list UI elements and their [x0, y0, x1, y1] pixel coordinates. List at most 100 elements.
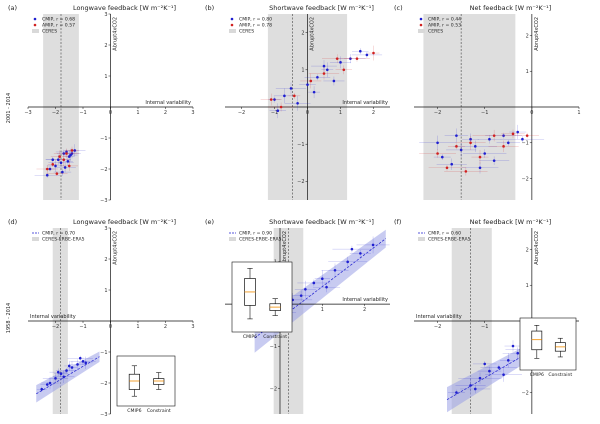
x-tick-label: 2: [164, 110, 167, 116]
data-point: [296, 101, 299, 105]
data-point: [506, 359, 510, 362]
y-tick-label: −2: [521, 176, 528, 182]
data-point: [45, 173, 49, 177]
panel-a: −3 −2 −1 0 1 2 3 −3 −2 −1 1 2 3 (a) Longwave feedback …: [8, 4, 195, 204]
legend-label: CMIP, r = 0.60: [428, 231, 461, 237]
inset-frame: [116, 355, 176, 407]
inset-label: CMIP6: [127, 408, 141, 414]
x-tick-label: 3: [191, 110, 194, 116]
data-point: [492, 134, 496, 137]
data-point: [54, 377, 57, 380]
data-point: [359, 252, 362, 255]
data-point: [51, 163, 55, 166]
legend-label: CMIP, r = 0.80: [239, 17, 272, 23]
panel-label: (e): [205, 218, 214, 226]
x-tick-label: −1: [271, 110, 278, 116]
data-point: [436, 152, 439, 155]
data-point: [293, 94, 296, 98]
y-tick-label: 1: [526, 283, 529, 289]
legend-marker: [419, 17, 423, 21]
y-tick-label: 2: [526, 247, 529, 253]
data-point: [455, 145, 458, 148]
panel-label: (b): [205, 4, 214, 12]
y-tick-label: −1: [521, 141, 528, 147]
data-point: [478, 166, 482, 170]
inset-label: Constraint: [263, 334, 287, 340]
data-point: [70, 366, 74, 369]
panel-f: −2−10−2−112(f)Net feedback [W m⁻²K⁻¹]Abr…: [394, 218, 579, 414]
x-tick-label: −2: [52, 110, 59, 116]
legend-label: CMIP, r = 0.70: [42, 231, 75, 237]
data-point: [492, 159, 496, 162]
x-tick-label: 1: [136, 324, 139, 330]
y-tick-label: −1: [270, 344, 277, 350]
data-point: [502, 145, 505, 148]
x-axis-label: Internal variability: [145, 100, 191, 106]
data-point: [335, 57, 339, 60]
data-point: [65, 369, 68, 372]
data-point: [349, 57, 352, 60]
y-tick-label: 2: [104, 43, 107, 49]
data-point: [62, 152, 66, 155]
data-point: [359, 49, 362, 53]
data-point: [321, 277, 324, 281]
data-point: [273, 98, 276, 101]
inset-label: Constraint: [147, 408, 171, 414]
legend-marker: [230, 23, 234, 27]
data-point: [299, 294, 303, 297]
panel-title: Net feedback [W m⁻²K⁻¹]: [470, 218, 552, 226]
data-point: [58, 155, 61, 158]
data-point: [322, 64, 326, 68]
data-point: [478, 155, 482, 159]
data-point: [511, 132, 515, 136]
x-axis-label: Internal variability: [416, 314, 462, 320]
panel-b: −2 −1 0 1 2 −2 −1 1 2 (b) Shortwave feedback [W m⁻…: [205, 4, 390, 200]
y-tick-label: 1: [301, 68, 304, 74]
panel-title: Shortwave feedback [W m⁻²K⁻¹]: [269, 218, 374, 226]
data-point: [473, 145, 477, 148]
data-point: [511, 344, 515, 348]
legend-marker: [418, 237, 425, 241]
data-point: [73, 149, 77, 152]
x-axis-label: Internal variability: [342, 100, 388, 106]
data-point: [483, 362, 487, 366]
legend-marker: [33, 23, 37, 27]
data-point: [66, 159, 70, 163]
data-point: [464, 170, 468, 173]
y-tick-label: 2: [301, 30, 304, 36]
y-tick-label: 2: [104, 257, 107, 263]
panel-title: Net feedback [W m⁻²K⁻¹]: [470, 4, 552, 12]
data-point: [62, 158, 66, 161]
data-point: [436, 141, 439, 145]
data-point: [350, 247, 354, 251]
data-point: [342, 68, 346, 72]
data-point: [69, 153, 72, 157]
y-axis-label: Abrupt4xCO2: [282, 231, 288, 265]
data-point: [61, 170, 64, 174]
y-tick-label: −2: [100, 381, 107, 387]
legend-label: CMIP, r = 0.44: [428, 17, 461, 23]
y-tick-label: −1: [297, 142, 304, 148]
data-point: [78, 356, 82, 360]
legend-label: AMIP, r = 0.78: [239, 23, 272, 29]
inset-label: CMIP6: [243, 334, 257, 340]
data-point: [332, 79, 336, 83]
data-point: [70, 149, 74, 152]
data-point: [63, 166, 67, 169]
x-tick-label: −1: [79, 110, 86, 116]
y-axis-label: Abrupt4xCO2: [113, 231, 119, 265]
data-point: [339, 61, 342, 64]
data-point: [289, 87, 293, 90]
data-point: [516, 351, 520, 355]
x-tick-label: 2: [363, 307, 366, 313]
data-point: [371, 243, 375, 247]
data-point: [455, 391, 458, 394]
y-tick-label: 1: [526, 69, 529, 75]
legend-label: CERES: [428, 29, 443, 35]
x-tick-label: 0: [109, 324, 112, 330]
y-tick-label: 1: [104, 288, 107, 294]
data-point: [65, 152, 68, 155]
data-point: [45, 167, 49, 171]
inset-frame: [519, 317, 577, 371]
